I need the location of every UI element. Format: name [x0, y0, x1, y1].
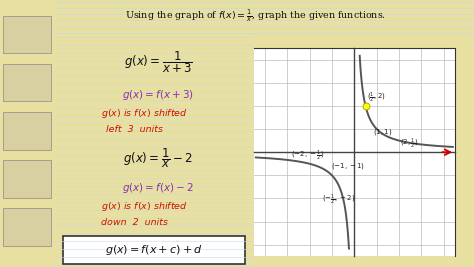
FancyBboxPatch shape — [64, 236, 245, 264]
Text: $g(x) = \dfrac{1}{x} - 2$: $g(x) = \dfrac{1}{x} - 2$ — [123, 146, 193, 170]
Text: $(-1,-1)$: $(-1,-1)$ — [331, 162, 365, 171]
FancyBboxPatch shape — [3, 208, 51, 246]
Text: $(2,\frac{1}{2})$: $(2,\frac{1}{2})$ — [400, 137, 419, 151]
Text: $g(x) = \dfrac{1}{x+3}$: $g(x) = \dfrac{1}{x+3}$ — [124, 50, 192, 76]
Text: $(\frac{1}{2},2)$: $(\frac{1}{2},2)$ — [366, 91, 385, 105]
Text: $g(x)$ is $f(x)$ shifted: $g(x)$ is $f(x)$ shifted — [101, 200, 187, 213]
Text: $(-2,-\frac{1}{2})$: $(-2,-\frac{1}{2})$ — [291, 148, 324, 163]
Text: Using the graph of $f(x) = \frac{1}{x}$, graph the given functions.: Using the graph of $f(x) = \frac{1}{x}$,… — [125, 9, 386, 25]
FancyBboxPatch shape — [3, 16, 51, 53]
FancyBboxPatch shape — [3, 160, 51, 198]
FancyBboxPatch shape — [3, 112, 51, 150]
Text: left  3  units: left 3 units — [106, 125, 163, 135]
Text: $(1,1)$: $(1,1)$ — [374, 127, 393, 137]
Text: $g(x) = f(x+c)+d$: $g(x) = f(x+c)+d$ — [105, 243, 203, 257]
Text: $g(x) = f(x) - 2$: $g(x) = f(x) - 2$ — [122, 181, 194, 195]
Text: down  2  units: down 2 units — [100, 218, 168, 227]
Text: $g(x)$ is $f(x)$ shifted: $g(x)$ is $f(x)$ shifted — [101, 107, 187, 120]
Text: $(-\frac{1}{2},-2)$: $(-\frac{1}{2},-2)$ — [322, 193, 355, 207]
FancyBboxPatch shape — [3, 64, 51, 101]
Text: $g(x) = f(x+3)$: $g(x) = f(x+3)$ — [122, 88, 194, 102]
